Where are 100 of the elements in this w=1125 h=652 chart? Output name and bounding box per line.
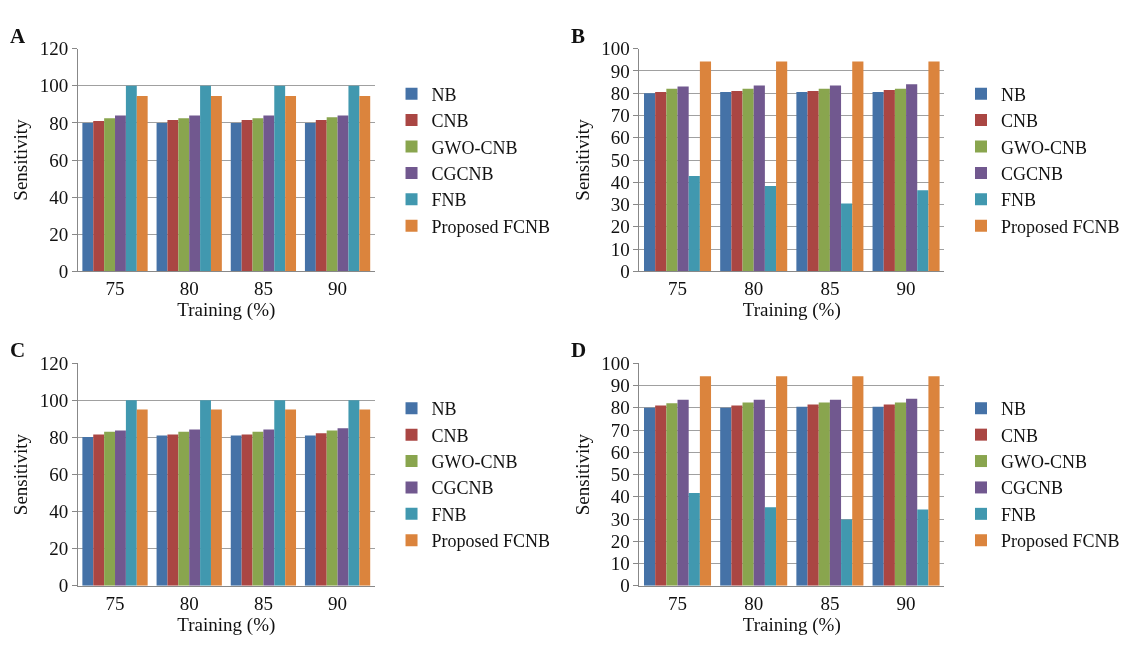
y-tick-label: 0 bbox=[58, 575, 69, 597]
y-tick-label: 70 bbox=[610, 105, 630, 127]
legend-label: CGCNB bbox=[431, 478, 494, 499]
bar bbox=[167, 120, 179, 272]
y-tick-label: 20 bbox=[49, 538, 69, 560]
bar bbox=[829, 85, 842, 272]
y-tick-label: 0 bbox=[620, 575, 630, 597]
bar bbox=[263, 429, 275, 586]
bar bbox=[655, 405, 667, 586]
y-tick-label: 0 bbox=[620, 260, 630, 282]
y-tick-label: 120 bbox=[39, 352, 69, 374]
bar bbox=[326, 430, 338, 586]
legend-label: GWO-CNB bbox=[1001, 452, 1087, 473]
bar bbox=[304, 122, 316, 272]
bar bbox=[285, 96, 297, 272]
bar bbox=[720, 407, 732, 586]
y-tick-label: 20 bbox=[610, 530, 630, 552]
bar bbox=[241, 434, 253, 586]
y-tick-label: 50 bbox=[610, 149, 630, 171]
bar bbox=[337, 428, 349, 586]
bar bbox=[841, 203, 853, 272]
bar bbox=[125, 400, 137, 586]
y-tick-label: 40 bbox=[49, 186, 69, 208]
bar bbox=[796, 406, 808, 586]
bar bbox=[699, 376, 712, 586]
bar bbox=[731, 91, 743, 272]
bar bbox=[894, 402, 907, 586]
x-axis-title: Training (%) bbox=[177, 613, 276, 636]
y-tick-label: 60 bbox=[610, 127, 630, 149]
legend-label: NB bbox=[1001, 399, 1027, 420]
y-tick-label: 60 bbox=[49, 149, 69, 171]
bar bbox=[764, 186, 777, 272]
legend-label: Proposed FCNB bbox=[1001, 531, 1120, 552]
bar bbox=[872, 406, 884, 586]
y-tick-label: 80 bbox=[610, 397, 630, 419]
bar bbox=[883, 404, 895, 586]
legend-label: Proposed FCNB bbox=[431, 216, 551, 237]
legend-label: NB bbox=[431, 84, 457, 105]
bar bbox=[274, 400, 286, 586]
bar bbox=[315, 433, 327, 586]
bar bbox=[82, 122, 94, 272]
x-tick-label: 85 bbox=[253, 278, 273, 300]
bar bbox=[200, 400, 211, 586]
x-tick-label: 80 bbox=[744, 592, 764, 614]
x-tick-label: 75 bbox=[668, 278, 688, 300]
legend-label: FNB bbox=[431, 504, 467, 525]
y-tick-label: 30 bbox=[610, 508, 630, 530]
bar bbox=[720, 92, 732, 272]
legend-label: FNB bbox=[1001, 504, 1037, 525]
bar bbox=[136, 409, 148, 586]
bar bbox=[241, 120, 253, 272]
bar bbox=[315, 120, 327, 272]
bar bbox=[894, 88, 907, 272]
bar bbox=[655, 92, 667, 272]
bar bbox=[115, 430, 126, 586]
x-axis-title: Training (%) bbox=[177, 299, 276, 322]
bar bbox=[178, 431, 190, 586]
bar bbox=[906, 84, 918, 272]
bar bbox=[210, 96, 222, 272]
bar bbox=[189, 115, 201, 272]
bar bbox=[917, 190, 929, 272]
bar bbox=[829, 399, 842, 586]
bar bbox=[688, 493, 700, 586]
y-tick-label: 40 bbox=[610, 171, 630, 193]
legend-label: CNB bbox=[431, 111, 469, 132]
bar bbox=[167, 434, 179, 586]
bar bbox=[917, 509, 929, 586]
bar bbox=[644, 93, 656, 272]
bar bbox=[200, 85, 211, 272]
bar bbox=[348, 85, 360, 272]
y-axis-title: Sensitivity bbox=[571, 118, 593, 201]
legend-label: CNB bbox=[1001, 425, 1039, 446]
y-tick-label: 60 bbox=[49, 464, 69, 486]
bar bbox=[285, 409, 297, 586]
bar bbox=[252, 118, 264, 272]
bar bbox=[699, 61, 712, 272]
y-axis-title: Sensitivity bbox=[571, 433, 593, 516]
bar bbox=[742, 88, 754, 272]
bar bbox=[93, 121, 105, 272]
bar bbox=[666, 403, 678, 586]
bar bbox=[156, 122, 168, 272]
x-tick-label: 85 bbox=[253, 592, 273, 614]
bar bbox=[274, 85, 286, 272]
y-tick-label: 100 bbox=[39, 389, 69, 411]
bar bbox=[93, 434, 105, 586]
bar bbox=[776, 376, 788, 586]
y-tick-label: 100 bbox=[601, 352, 630, 374]
legend-label: Proposed FCNB bbox=[1001, 216, 1120, 237]
bar bbox=[928, 376, 940, 586]
bar bbox=[776, 61, 788, 272]
legend-label: FNB bbox=[1001, 190, 1037, 211]
bar bbox=[852, 376, 864, 586]
x-tick-label: 75 bbox=[105, 278, 125, 300]
bar bbox=[688, 176, 700, 272]
legend-label: GWO-CNB bbox=[431, 452, 518, 473]
bar bbox=[852, 61, 864, 272]
x-tick-label: 75 bbox=[668, 592, 688, 614]
legend-label: Proposed FCNB bbox=[431, 531, 551, 552]
bar bbox=[337, 115, 349, 272]
chart-title: A bbox=[10, 24, 26, 48]
